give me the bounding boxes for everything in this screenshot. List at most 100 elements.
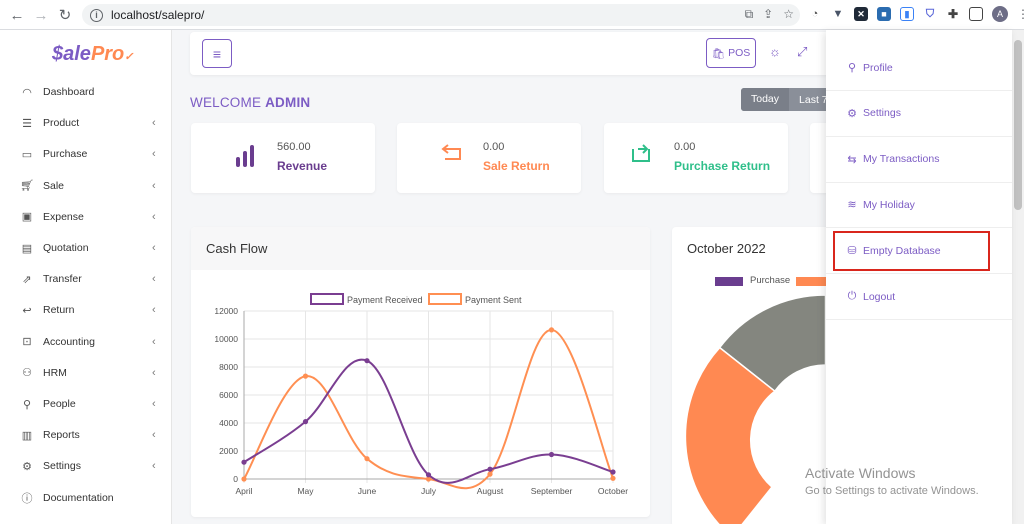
sidebar-item-label: Product [43, 117, 80, 130]
sidebar-item-hrm[interactable]: ⚇ HRM ‹ [0, 360, 172, 386]
chevron-left-icon: ‹ [152, 117, 156, 130]
brightness-icon[interactable]: ☼ [769, 44, 781, 59]
database-icon: ⛁ [847, 245, 857, 258]
filter-today-button[interactable]: Today [741, 88, 790, 111]
chevron-left-icon: ‹ [152, 179, 156, 192]
y-tick-label: 8000 [219, 362, 238, 372]
dropdown-item-profile[interactable]: ⚲ Profile [826, 45, 1012, 91]
site-info-icon[interactable]: i [90, 8, 103, 22]
data-point [548, 451, 555, 458]
bookmark-star-icon[interactable]: ☆ [783, 7, 794, 21]
gear-icon: ⚙ [22, 460, 32, 473]
y-tick-label: 4000 [219, 418, 238, 428]
dropdown-item-my-transactions[interactable]: ⇆ My Transactions [826, 137, 1012, 183]
cash-flow-title: Cash Flow [206, 241, 268, 256]
y-tick-label: 12000 [214, 306, 238, 316]
profile-avatar[interactable]: A [992, 6, 1008, 22]
extension-icon-4[interactable]: ■ [877, 7, 891, 21]
sidebar-item-label: HRM [43, 366, 67, 379]
filter-last-button[interactable]: Last 7 [799, 93, 828, 106]
sidebar-item-accounting[interactable]: ⊡ Accounting ‹ [0, 329, 172, 355]
sidebar-item-people[interactable]: ⚲ People ‹ [0, 391, 172, 417]
data-point [241, 476, 247, 482]
document-icon: ▤ [21, 242, 33, 255]
report-icon: ▥ [21, 429, 33, 442]
reload-icon[interactable]: ↻ [58, 7, 72, 24]
forward-icon[interactable]: → [33, 6, 49, 24]
sidebar-item-label: Expense [43, 210, 84, 223]
x-tick-label: April [235, 486, 252, 496]
extension-icon-5[interactable]: ▮ [900, 7, 914, 21]
sidebar-item-label: Dashboard [43, 86, 95, 98]
exchange-icon: ⇆ [847, 153, 857, 166]
data-point [487, 466, 493, 472]
chevron-left-icon: ‹ [152, 366, 156, 379]
address-bar[interactable]: i localhost/salepro/ ⧉ ⇪ ☆ [82, 4, 800, 26]
shield-icon[interactable]: ⛉ [923, 7, 937, 21]
fullscreen-icon[interactable]: ⤢ [797, 44, 808, 59]
legend-swatch [428, 293, 462, 305]
chevron-left-icon: ‹ [152, 273, 156, 286]
user-icon: ⚲ [22, 398, 32, 411]
welcome-text: WELCOME ADMIN [190, 95, 310, 110]
speedometer-icon: ◠ [22, 86, 32, 99]
october-title: October 2022 [687, 241, 766, 256]
sidebar-toggle-icon[interactable] [969, 7, 983, 21]
chevron-left-icon: ‹ [152, 460, 156, 473]
sidebar-item-purchase[interactable]: ▭ Purchase ‹ [0, 141, 172, 167]
open-external-icon[interactable]: ⧉ [744, 7, 754, 21]
puzzle-icon[interactable]: ✚ [946, 7, 960, 21]
dropdown-item-label: My Transactions [863, 153, 940, 166]
sidebar-item-transfer[interactable]: ⇗ Transfer ‹ [0, 266, 172, 292]
dropdown-item-logout[interactable]: ⏻ Logout [826, 274, 1012, 320]
extension-icon-3[interactable]: ✕ [854, 7, 868, 21]
top-header: ≡ 🛍︎ POS ☼ ⤢ [190, 32, 830, 75]
dropdown-item-settings[interactable]: ⚙ Settings [826, 91, 1012, 137]
share-icon[interactable]: ⇪ [763, 7, 774, 21]
sidebar-item-reports[interactable]: ▥ Reports ‹ [0, 422, 172, 448]
data-point [487, 471, 493, 477]
x-tick-label: August [477, 486, 504, 496]
user-dropdown-menu: ⚲ Profile ⚙ Settings ⇆ My Transactions ≋ My Hol… [826, 30, 1012, 524]
logo-text: $ale [52, 43, 91, 65]
sidebar-item-return[interactable]: ↩ Return ‹ [0, 297, 172, 323]
x-tick-label: May [297, 486, 314, 496]
scrollbar-thumb[interactable] [1014, 40, 1022, 210]
dropdown-item-my-holiday[interactable]: ≋ My Holiday [826, 182, 1012, 229]
kebab-menu-icon[interactable]: ⋮ [1017, 7, 1024, 21]
wallet-icon: ▣ [21, 211, 33, 224]
sidebar-item-product[interactable]: ☰ Product ‹ [0, 110, 172, 136]
dropdown-item-empty-database[interactable]: ⛁ Empty Database [826, 228, 1012, 275]
sale-return-value: 0.00 [483, 141, 505, 153]
sidebar-item-label: Purchase [43, 148, 88, 161]
data-point [364, 456, 370, 462]
extension-icon-1[interactable]: ◔ [808, 7, 822, 21]
dropdown-item-label: Profile [863, 61, 893, 74]
activate-windows-title: Activate Windows [805, 465, 916, 481]
menu-toggle-button[interactable]: ≡ [202, 39, 232, 68]
back-icon[interactable]: ← [9, 6, 25, 24]
chevron-left-icon: ‹ [152, 429, 156, 442]
revenue-label: Revenue [277, 159, 328, 173]
activate-windows-subtitle: Go to Settings to activate Windows. [805, 485, 979, 497]
sidebar-item-label: People [43, 398, 76, 410]
sidebar-item-sale[interactable]: 🛒︎ Sale ‹ [0, 173, 172, 199]
extension-icon-2[interactable]: ▼ [831, 7, 845, 21]
stat-card-partial [810, 123, 830, 193]
legend-purchase-swatch [715, 277, 743, 286]
sidebar-item-documentation[interactable]: ⓘ Documentation [0, 485, 172, 511]
pos-button[interactable]: 🛍︎ POS [706, 38, 756, 68]
date-filter: Today Last 7 [741, 88, 838, 111]
sidebar-item-dashboard[interactable]: ◠ Dashboard [0, 79, 172, 105]
user-icon: ⚲ [847, 62, 857, 74]
sidebar-item-expense[interactable]: ▣ Expense ‹ [0, 204, 172, 230]
logo[interactable]: $alePro✓ [52, 43, 134, 66]
power-icon: ⏻ [847, 290, 857, 302]
sidebar-item-quotation[interactable]: ▤ Quotation ‹ [0, 235, 172, 261]
legend-label: Payment Received [347, 295, 423, 305]
sidebar-item-label: Transfer [43, 273, 82, 286]
page-scrollbar[interactable] [1012, 30, 1024, 524]
sidebar-item-settings[interactable]: ⚙ Settings ‹ [0, 453, 172, 479]
legend-purchase-label: Purchase [750, 275, 791, 286]
legend-swatch [310, 293, 344, 305]
